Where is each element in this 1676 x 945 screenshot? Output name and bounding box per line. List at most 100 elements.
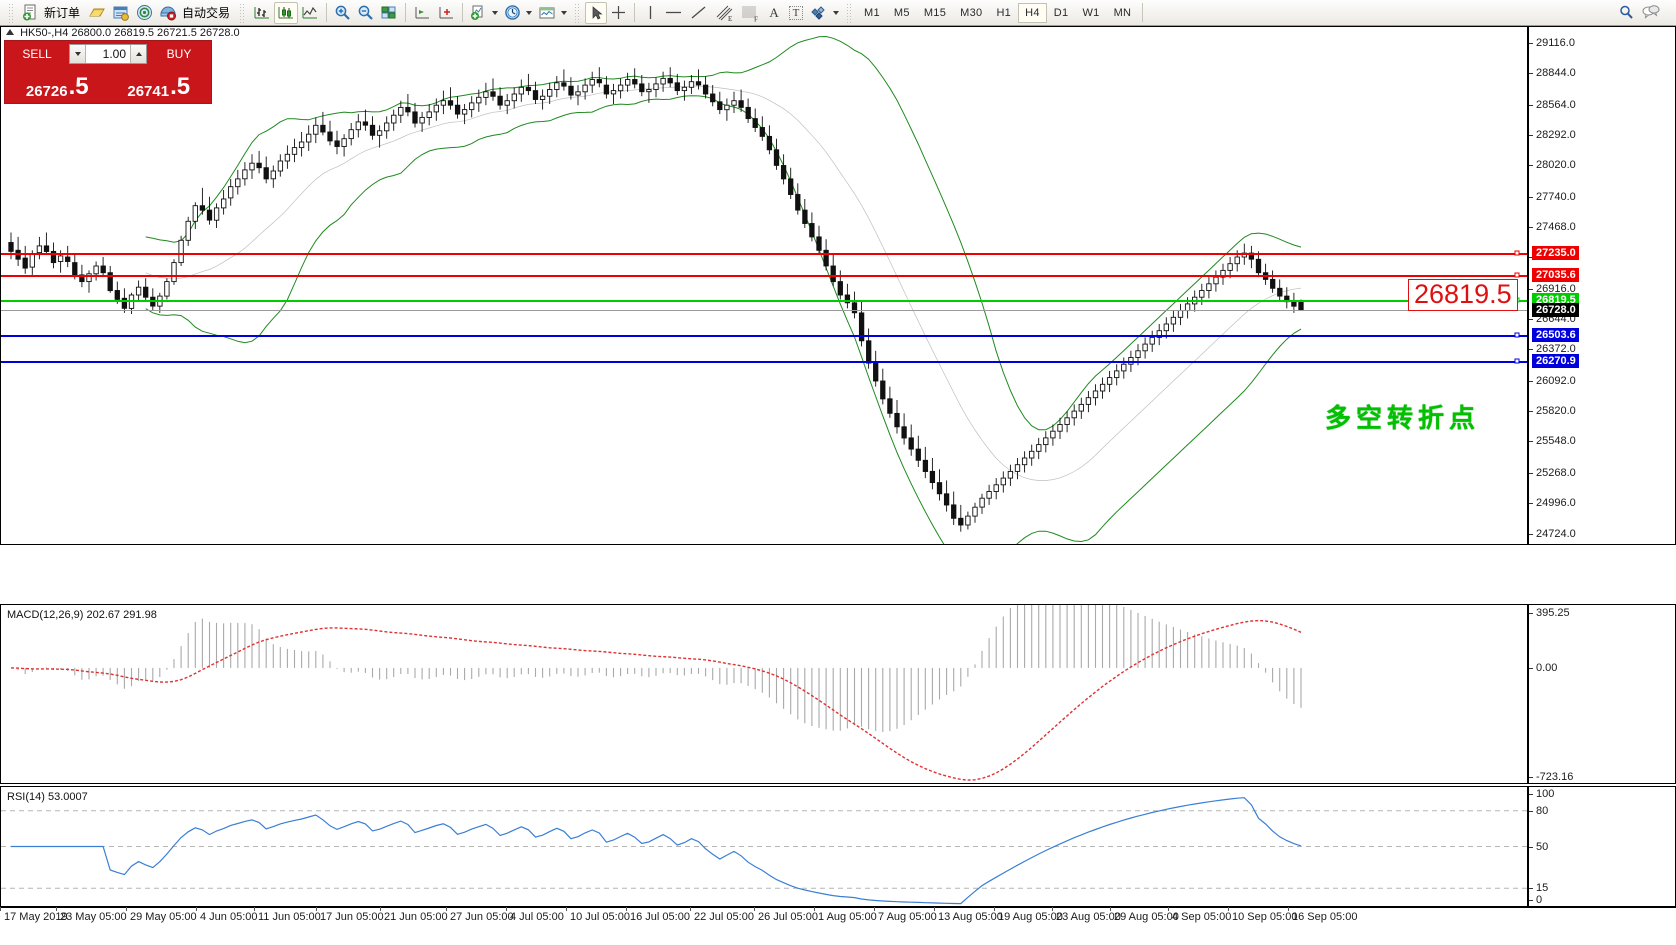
volume-stepper[interactable]: 1.00 — [69, 44, 147, 64]
auto-scroll-icon — [415, 7, 430, 19]
vertical-line-tool-button[interactable] — [639, 2, 661, 24]
volume-decrement-button[interactable] — [70, 45, 86, 63]
support-handle[interactable] — [1514, 358, 1520, 364]
data-window-icon — [381, 6, 396, 18]
new-order-button[interactable]: 新订单 — [19, 2, 85, 24]
sell-price[interactable]: 26726 .5 — [8, 67, 107, 100]
volume-increment-button[interactable] — [130, 45, 146, 63]
timeframe-m30[interactable]: M30 — [960, 6, 983, 19]
timeframe-h4[interactable]: H4 — [1018, 2, 1047, 23]
horizontal-line-tool-button[interactable] — [661, 2, 686, 24]
main-toolbar: 新订单 自动交易 — [0, 0, 1676, 26]
resistance-handle[interactable] — [1514, 250, 1520, 256]
toolbar-grip[interactable] — [8, 2, 15, 23]
order-controls-row: SELL 1.00 BUY — [5, 41, 211, 67]
trendline-tool-button[interactable] — [686, 2, 711, 24]
crosshair-tool-button[interactable] — [607, 2, 630, 24]
clock-icon — [505, 5, 520, 20]
indicators-button[interactable] — [467, 2, 501, 24]
svg-text:F: F — [754, 15, 758, 22]
price-callout[interactable]: 26819.5 — [1408, 278, 1518, 311]
candlestick-chart-button[interactable] — [274, 1, 299, 24]
signals-button[interactable] — [133, 2, 156, 24]
data-window-button[interactable] — [377, 2, 401, 24]
price-tick: 26916.0 — [1529, 283, 1576, 295]
sell-button[interactable]: SELL — [22, 47, 52, 61]
buy-price-integer: 26741 — [127, 83, 170, 100]
timeframe-h1[interactable]: H1 — [996, 6, 1012, 19]
support-line[interactable] — [1, 334, 1527, 337]
timeframe-d1[interactable]: D1 — [1053, 6, 1069, 19]
timeframe-m1[interactable]: M1 — [864, 6, 880, 19]
templates-button[interactable] — [535, 2, 570, 24]
buy-button[interactable]: BUY — [166, 47, 192, 61]
signal-icon — [137, 5, 153, 20]
support-handle[interactable] — [1514, 332, 1520, 338]
current-price-line[interactable] — [1, 309, 1527, 311]
search-button[interactable] — [1615, 2, 1638, 24]
time-tick-label: 27 Jun 05:00 — [446, 907, 514, 923]
terminal-window-icon — [113, 6, 129, 21]
price-tick: 25548.0 — [1529, 435, 1576, 447]
price-level-label[interactable]: 26270.9 — [1532, 353, 1579, 368]
horizontal-line-icon — [666, 11, 682, 14]
rsi-plot-area[interactable] — [1, 787, 1527, 906]
line-chart-button[interactable] — [298, 2, 322, 24]
price-level-label[interactable]: 27035.6 — [1532, 268, 1579, 283]
bar-chart-button[interactable] — [250, 2, 274, 24]
folder-icon — [89, 8, 105, 16]
cursor-tool-button[interactable] — [585, 1, 608, 24]
resistance-handle[interactable] — [1514, 272, 1520, 278]
autotrading-button[interactable]: 自动交易 — [156, 2, 235, 24]
price-level-label[interactable]: 27235.0 — [1532, 246, 1579, 261]
macd-axis[interactable]: 395.25 0.00 -723.16 — [1527, 605, 1675, 783]
zoom-out-button[interactable] — [354, 2, 377, 24]
macd-plot-area[interactable] — [1, 605, 1527, 783]
timeframe-w1[interactable]: W1 — [1082, 6, 1100, 19]
chat-button[interactable] — [1638, 2, 1664, 24]
chart-shift-button[interactable] — [434, 2, 458, 24]
timeframe-m15[interactable]: M15 — [923, 6, 947, 19]
period-button[interactable] — [501, 2, 535, 24]
toolbar-grip-4[interactable] — [846, 2, 854, 23]
auto-scroll-button[interactable] — [410, 2, 434, 24]
resistance-line[interactable] — [1, 253, 1527, 256]
timeframe-m5[interactable]: M5 — [893, 6, 910, 19]
buy-price[interactable]: 26741 .5 — [110, 67, 209, 100]
toolbar-separator-2 — [405, 3, 407, 22]
timeframe-mn[interactable]: MN — [1113, 6, 1132, 19]
terminal-button[interactable] — [109, 2, 133, 24]
volume-input[interactable]: 1.00 — [102, 47, 126, 61]
new-order-icon — [23, 4, 36, 21]
entry-line[interactable] — [1, 299, 1527, 302]
price-level-label[interactable]: 26503.6 — [1532, 327, 1579, 342]
rsi-axis[interactable]: 100 80 50 15 0 — [1527, 787, 1675, 906]
price-plot-area[interactable] — [1, 27, 1527, 544]
time-axis[interactable]: 17 May 2019 23 May 05:00 29 May 05:00 4 Jun… — [0, 907, 1676, 945]
support-line[interactable] — [1, 360, 1527, 363]
macd-pane[interactable]: MACD(12,26,9) 202.67 291.98 395.25 0.00 -7… — [0, 604, 1676, 784]
expert-advisors-button[interactable] — [85, 2, 109, 24]
rsi-tick: 100 — [1529, 788, 1554, 800]
price-axis[interactable]: 29116.0 28844.0 28564.0 28292.0 28020.0 27740… — [1527, 27, 1675, 544]
equidistant-channel-tool-button[interactable]: E — [711, 2, 737, 24]
collapse-triangle-icon[interactable] — [6, 29, 14, 35]
chart-workspace[interactable]: 29116.0 28844.0 28564.0 28292.0 28020.0 27740… — [0, 26, 1676, 945]
toolbar-separator-4 — [634, 3, 636, 22]
fibonacci-tool-button[interactable]: F — [737, 2, 763, 24]
rsi-pane[interactable]: RSI(14) 53.0007 100 80 50 15 0 — [0, 786, 1676, 907]
price-level-label[interactable]: 26728.0 — [1532, 302, 1579, 317]
fibonacci-retracement-icon: F — [742, 6, 758, 22]
one-click-trading-panel[interactable]: SELL 1.00 BUY 26726 .5 26741 .5 — [4, 40, 212, 104]
template-icon — [539, 7, 555, 18]
text-tool-button[interactable]: A — [763, 2, 785, 24]
toolbar-grip-3[interactable] — [574, 2, 582, 23]
price-pane[interactable]: 29116.0 28844.0 28564.0 28292.0 28020.0 27740… — [0, 26, 1676, 545]
shapes-tool-button[interactable] — [807, 2, 842, 24]
chart-text-note[interactable]: 多空转折点 — [1325, 403, 1481, 433]
zoom-in-button[interactable] — [331, 2, 354, 24]
toolbar-grip-2[interactable] — [239, 2, 247, 23]
price-tick: 28844.0 — [1529, 67, 1576, 79]
label-tool-button[interactable]: T — [785, 2, 807, 24]
resistance-line[interactable] — [1, 275, 1527, 278]
